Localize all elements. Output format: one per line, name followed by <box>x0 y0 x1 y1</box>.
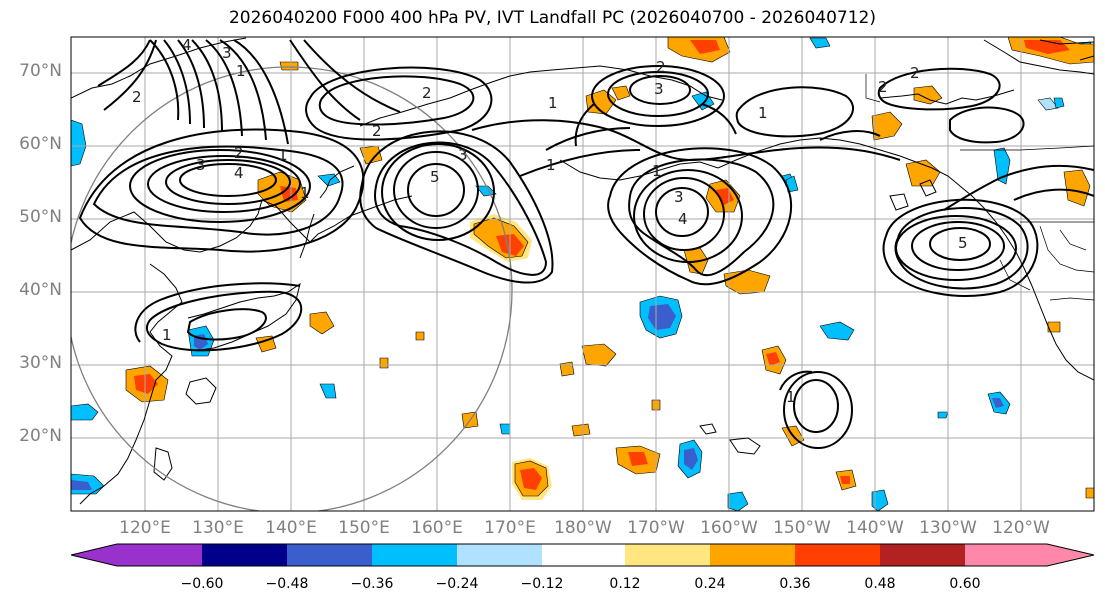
colorbar-segment <box>965 544 1048 566</box>
contour-label: 2 <box>656 58 666 76</box>
colorbar-tick: 0.24 <box>694 576 726 592</box>
lat-label-50n: 50°N <box>19 207 62 227</box>
lon-label-150e: 150°E <box>338 518 390 538</box>
coastlines <box>71 37 1094 505</box>
lon-label-130w: 130°W <box>919 518 977 538</box>
contour-label: 4 <box>678 210 688 228</box>
lon-label-170e: 170°E <box>484 518 536 538</box>
contour-label: 2 <box>878 78 888 96</box>
contour-label: 4 <box>234 164 244 182</box>
map-frame <box>70 36 1095 512</box>
colorbar-tick: −0.12 <box>520 576 564 592</box>
colorbar-tick: 0.60 <box>949 576 981 592</box>
contour-label: 1 <box>162 326 172 344</box>
contour-label: 2 <box>910 64 920 82</box>
colorbar-segment <box>1047 544 1094 566</box>
colorbar-tick: 0.12 <box>609 576 641 592</box>
colorbar-tick: −0.24 <box>435 576 479 592</box>
colorbar-segment <box>710 544 796 566</box>
contour-label: 1 <box>236 62 246 80</box>
pv-contours <box>78 39 1094 449</box>
contour-label: 1 <box>300 184 310 202</box>
contour-label: 1 <box>758 104 768 122</box>
contour-label: 1 <box>546 156 556 174</box>
contour-label: 1 <box>786 388 796 406</box>
lon-label-140e: 140°E <box>265 518 317 538</box>
colorbar-segment <box>880 544 966 566</box>
colorbar-tick: −0.48 <box>265 576 309 592</box>
contour-label: 1 <box>652 162 662 180</box>
colorbar-segment <box>287 544 373 566</box>
map-title: 2026040200 F000 400 hPa PV, IVT Landfall… <box>228 8 876 28</box>
colorbar <box>70 543 1095 567</box>
lat-label-30n: 30°N <box>19 353 62 373</box>
colorbar-segment <box>117 544 203 566</box>
colorbar-tick: 0.48 <box>864 576 896 592</box>
contour-label: 3 <box>458 146 468 164</box>
colorbar-segment <box>457 544 543 566</box>
colorbar-tick: −0.60 <box>180 576 224 592</box>
distance-circle <box>71 66 513 511</box>
lat-label-60n: 60°N <box>19 134 62 154</box>
contour-label: 1 <box>278 146 288 164</box>
colorbar-segment <box>71 544 118 566</box>
contour-label: 5 <box>430 168 440 186</box>
contour-label: 1 <box>548 94 558 112</box>
contour-labels: 4 3 2 1 2 1 2 3 1 2 5 3 4 1 3 4 1 5 1 1 … <box>132 36 968 406</box>
lat-label-40n: 40°N <box>19 280 62 300</box>
contour-label: 3 <box>196 156 206 174</box>
colorbar-segment <box>625 544 711 566</box>
colorbar-segment <box>202 544 288 566</box>
contour-label: 5 <box>958 234 968 252</box>
country-borders <box>865 74 1094 301</box>
lon-label-120e: 120°E <box>119 518 171 538</box>
contour-label: 3 <box>674 188 684 206</box>
contour-label: 3 <box>222 44 232 62</box>
colorbar-segment <box>372 544 458 566</box>
lon-label-180w: 180°W <box>554 518 612 538</box>
colorbar-outline <box>70 543 1095 567</box>
colorbar-segment <box>795 544 881 566</box>
lon-label-130e: 130°E <box>192 518 244 538</box>
lon-label-170w: 170°W <box>627 518 685 538</box>
lon-label-160e: 160°E <box>411 518 463 538</box>
contour-label: 2 <box>132 88 142 106</box>
contour-label: 4 <box>182 36 192 54</box>
contour-label: 2 <box>234 144 244 162</box>
lon-label-150w: 150°W <box>773 518 831 538</box>
colorbar-segment <box>542 544 626 566</box>
colorbar-tick: 0.36 <box>779 576 811 592</box>
contour-label: 2 <box>372 122 382 140</box>
lat-label-20n: 20°N <box>19 426 62 446</box>
lon-label-120w: 120°W <box>992 518 1050 538</box>
lat-label-70n: 70°N <box>19 61 62 81</box>
lon-label-140w: 140°W <box>846 518 904 538</box>
lon-label-160w: 160°W <box>700 518 758 538</box>
colorbar-tick: −0.36 <box>350 576 394 592</box>
contour-label: 3 <box>654 80 664 98</box>
contour-label: 2 <box>422 84 432 102</box>
